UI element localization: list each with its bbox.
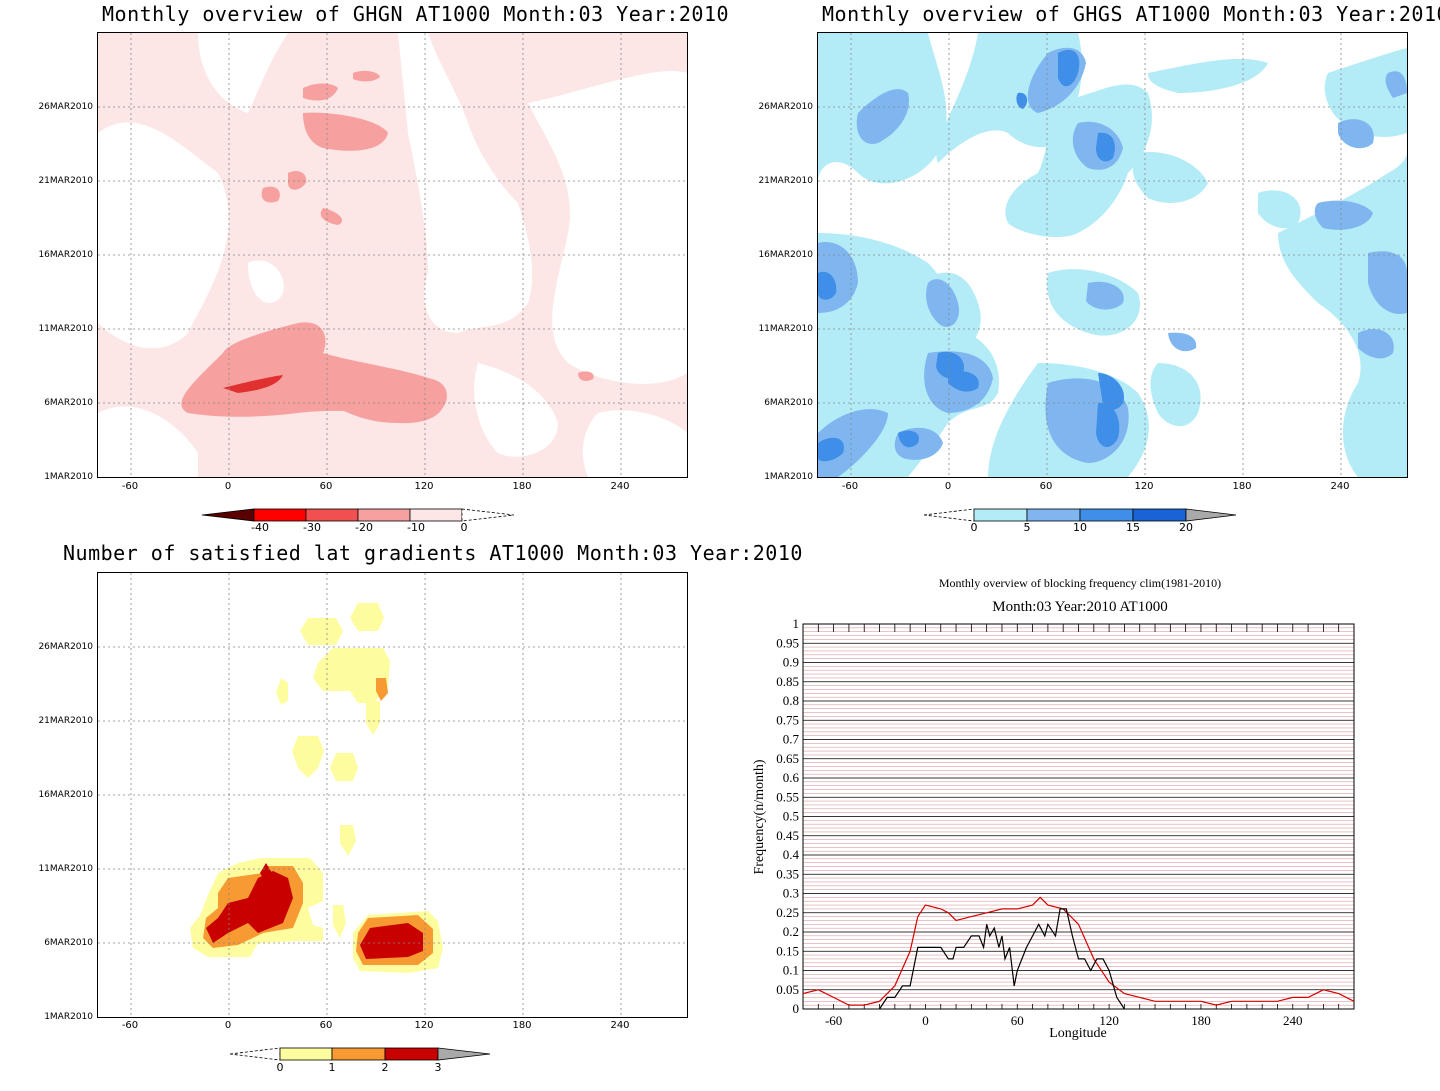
freq-subtitle: Month:03 Year:2010 AT1000 [992,599,1168,615]
freq-xtick: 60 [1011,1013,1024,1028]
lat-ytick: 11MAR2010 [38,864,93,874]
freq-ytick: 0.25 [776,905,799,920]
freq-frame [802,623,1355,1010]
freq-xtick: 120 [1099,1013,1119,1028]
freq-ytick: 0.45 [776,828,799,843]
lat-ytick: 1MAR2010 [44,1012,93,1022]
lat-xtick: -60 [121,1020,139,1031]
ghgn-cbar-label: -10 [407,521,425,534]
ghgs-title: Monthly overview of GHGS AT1000 Month:03… [822,2,1440,26]
freq-ytick: 0 [793,1001,800,1016]
lat-ytick: 26MAR2010 [38,642,93,652]
ghgs-cbar-label: 20 [1179,521,1193,534]
ghgn-ytick: 11MAR2010 [38,324,93,334]
ghgs-cbar-label: 15 [1126,521,1140,534]
lat-xtick: 180 [512,1020,532,1031]
ghgs-xtick: 240 [1330,481,1350,492]
freq-red-series [802,896,1355,1006]
lat-xtick: 0 [224,1020,232,1031]
ghgs-xtick: 120 [1134,481,1154,492]
ghgn-colorbar [201,508,515,522]
ghgn-xtick: 60 [319,481,333,492]
freq-xlabel: Longitude [1049,1026,1107,1041]
freq-xtick: 180 [1191,1013,1211,1028]
ghgn-ytick: 21MAR2010 [38,176,93,186]
ghgs-plot [817,32,1408,478]
ghgs-ytick: 21MAR2010 [758,176,813,186]
freq-ytick: 0.2 [783,924,799,939]
freq-ytick: 0.85 [776,674,799,689]
freq-title: Monthly overview of blocking frequency c… [938,576,1222,590]
freq-ytick: 0.3 [783,886,799,901]
ghgs-cbar-label: 10 [1073,521,1087,534]
ghgn-xtick: 0 [224,481,232,492]
freq-ytick: 0.55 [776,789,799,804]
lat-contours [98,573,687,1017]
ghgs-xtick: -60 [841,481,859,492]
ghgs-cbar-label: 5 [1023,521,1031,534]
ghgn-xtick: 180 [512,481,532,492]
lat-ytick: 6MAR2010 [44,938,93,948]
ghgs-ytick: 1MAR2010 [764,472,813,482]
freq-ytick: 0.35 [776,866,799,881]
freq-ytick: 0.8 [783,693,799,708]
lat-cbar-label: 0 [276,1061,284,1074]
ghgn-cbar-label: -40 [251,521,269,534]
ghgn-cbar-label: -30 [303,521,321,534]
ghgs-xtick: 180 [1232,481,1252,492]
ghgn-ytick: 6MAR2010 [44,398,93,408]
freq-ytick: 0.4 [783,847,800,862]
ghgn-xtick: 120 [414,481,434,492]
ghgn-ytick: 26MAR2010 [38,102,93,112]
ghgs-xtick: 60 [1039,481,1053,492]
ghgn-plot [97,32,688,478]
freq-ytick: 1 [793,616,800,631]
freq-ytick: 0.75 [776,712,799,727]
lat-xtick: 120 [414,1020,434,1031]
ghgn-cbar-label: -20 [355,521,373,534]
lat-xtick: 240 [610,1020,630,1031]
freq-xtick: 240 [1283,1013,1303,1028]
ghgn-title: Monthly overview of GHGN AT1000 Month:03… [102,2,730,26]
ghgn-xtick: 240 [610,481,630,492]
freq-xtick: -60 [825,1013,842,1028]
freq-black-series [879,908,1125,1010]
freq-ytick: 0.15 [776,943,799,958]
lat-plot [97,572,688,1018]
lat-ytick: 16MAR2010 [38,790,93,800]
freq-ytick: 0.05 [776,982,799,997]
ghgs-colorbar [923,508,1237,522]
ghgs-xtick: 0 [944,481,952,492]
freq-ytick: 0.6 [783,770,800,785]
freq-ytick: 0.7 [783,732,800,747]
lat-title: Number of satisfied lat gradients AT1000… [63,541,803,565]
lat-cbar-label: 3 [434,1061,442,1074]
ghgn-xtick: -60 [121,481,139,492]
ghgs-ytick: 6MAR2010 [764,398,813,408]
ghgs-cbar-label: 0 [970,521,978,534]
lat-xtick: 60 [319,1020,333,1031]
freq-ytick: 0.5 [783,809,799,824]
freq-plot: 0 0.05 0.1 0.15 0.2 0.25 0.3 0.35 0.4 0.45 0.5 0.55… [776,616,1355,1028]
ghgn-ytick: 1MAR2010 [44,472,93,482]
lat-cbar-label: 2 [381,1061,389,1074]
lat-colorbar [229,1047,491,1061]
ghgn-contours [98,33,687,477]
ghgn-ytick: 16MAR2010 [38,250,93,260]
ghgs-contours [818,33,1407,477]
freq-ytick: 0.65 [776,751,799,766]
ghgn-cbar-label: 0 [460,521,468,534]
freq-ytick: 0.95 [776,635,799,650]
ghgs-ytick: 16MAR2010 [758,250,813,260]
freq-xtick: 0 [922,1013,929,1028]
ghgs-ytick: 11MAR2010 [758,324,813,334]
freq-ytick: 0.1 [783,963,799,978]
freq-ytick: 0.9 [783,655,799,670]
ghgs-ytick: 26MAR2010 [758,102,813,112]
lat-ytick: 21MAR2010 [38,716,93,726]
lat-cbar-label: 1 [328,1061,336,1074]
